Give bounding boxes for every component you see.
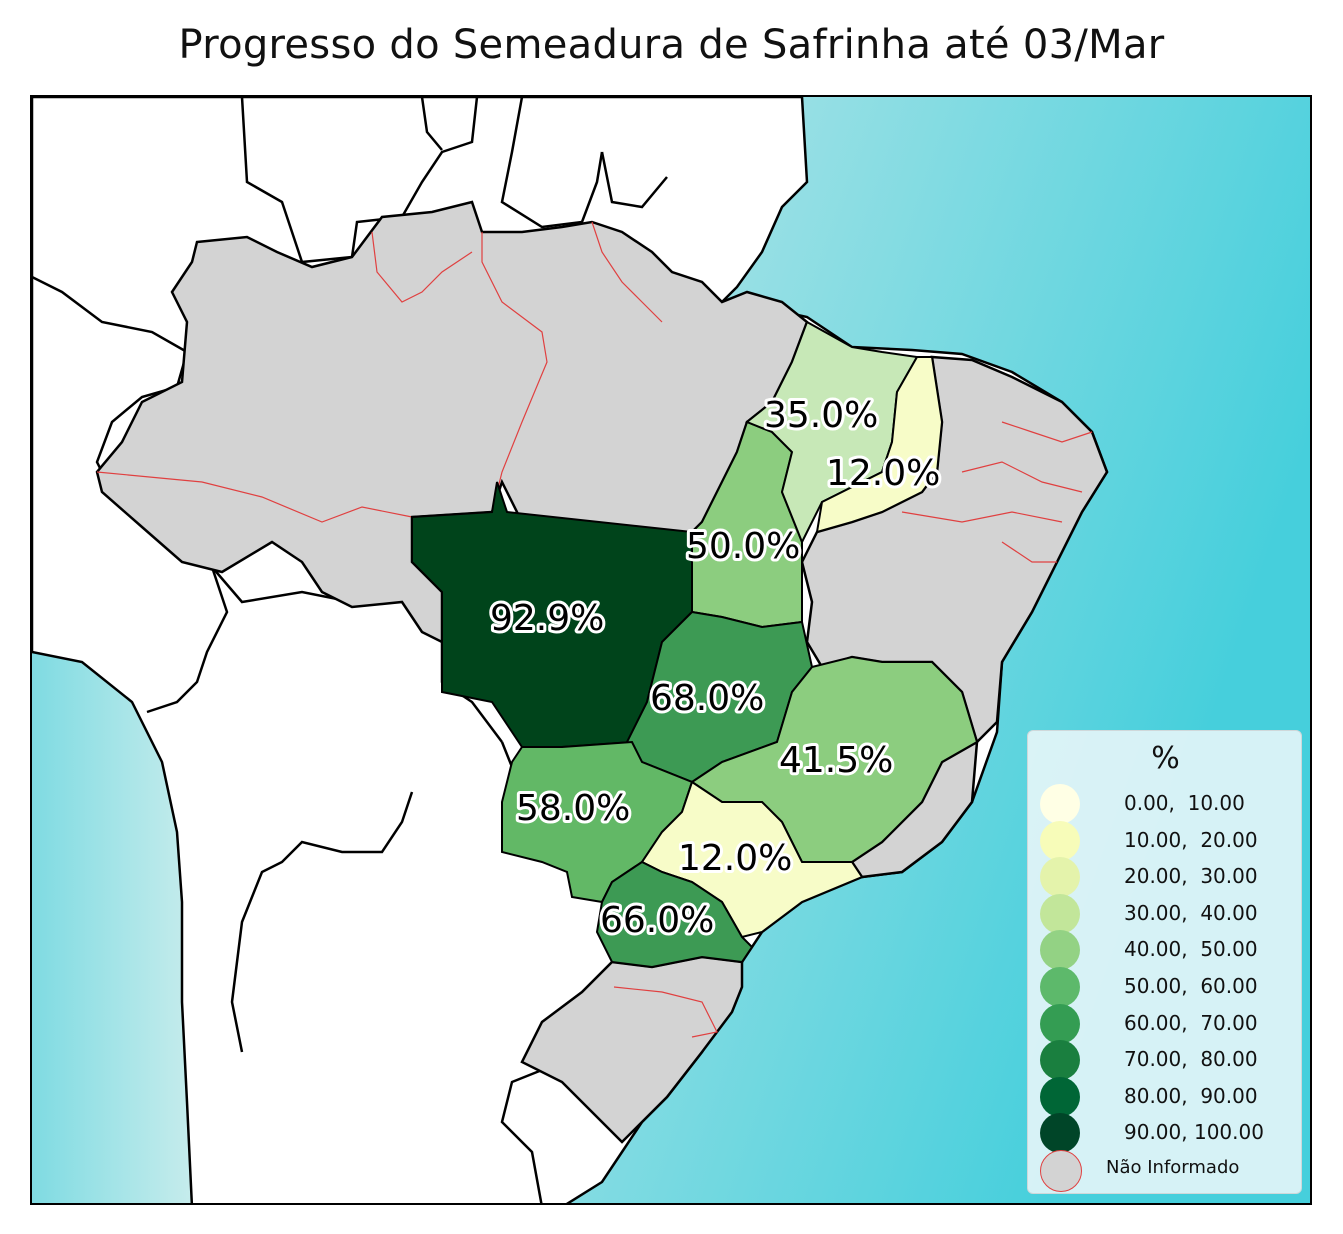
legend: % 0.00, 10.00 10.00, 20.00 20.00, 30.00 30.… xyxy=(1027,730,1302,1194)
legend-label: 40.00, 50.00 xyxy=(1124,937,1258,962)
legend-label: 90.00, 100.00 xyxy=(1124,1120,1264,1145)
label-SP: 12.0% xyxy=(678,838,792,879)
legend-item: 30.00, 40.00 xyxy=(1040,893,1300,934)
label-GO: 68.0% xyxy=(650,678,764,719)
state-labels: 92.9% 50.0% 35.0% 12.0% 68.0% 41.5% 58.0… xyxy=(487,392,943,944)
legend-item: 50.00, 60.00 xyxy=(1040,966,1300,1007)
legend-swatch xyxy=(1040,784,1080,824)
label-MG: 41.5% xyxy=(779,740,893,781)
legend-label: 70.00, 80.00 xyxy=(1124,1047,1258,1072)
state-SP xyxy=(640,780,864,939)
legend-item: 40.00, 50.00 xyxy=(1040,929,1300,971)
map-area: 92.9% 50.0% 35.0% 12.0% 68.0% 41.5% 58.0… xyxy=(30,95,1312,1205)
legend-item: 60.00, 70.00 xyxy=(1040,1003,1300,1044)
data-states xyxy=(411,320,979,969)
pacific-coastline xyxy=(32,650,194,1203)
legend-swatch xyxy=(1040,930,1080,971)
legend-swatch xyxy=(1040,893,1080,934)
map-title: Progresso do Semeadura de Safrinha até 0… xyxy=(178,22,1165,68)
legend-swatch xyxy=(1040,820,1080,861)
map-canvas: 92.9% 50.0% 35.0% 12.0% 68.0% 41.5% 58.0… xyxy=(32,97,1310,1203)
state-PI xyxy=(815,356,944,534)
legend-swatch xyxy=(1040,1040,1080,1081)
legend-swatch xyxy=(1040,1003,1080,1044)
legend-swatch xyxy=(1040,857,1080,898)
legend-swatch xyxy=(1040,1076,1080,1117)
label-MA: 35.0% xyxy=(764,395,878,436)
legend-swatch xyxy=(1040,1113,1080,1154)
legend-item: 0.00, 10.00 xyxy=(1040,783,1300,824)
label-MT: 92.9% xyxy=(490,598,604,639)
state-borders xyxy=(96,221,1093,1038)
legend-item: 10.00, 20.00 xyxy=(1040,820,1300,861)
legend-label: Não Informado xyxy=(1106,1157,1240,1178)
state-PR xyxy=(595,860,754,969)
legend-item: 20.00, 30.00 xyxy=(1040,856,1300,898)
legend-label: 0.00, 10.00 xyxy=(1124,791,1245,815)
label-PI: 12.0% xyxy=(826,453,940,494)
legend-item: 80.00, 90.00 xyxy=(1040,1076,1300,1117)
legend-swatch xyxy=(1040,967,1080,1007)
legend-label: 20.00, 30.00 xyxy=(1124,864,1258,889)
state-MA xyxy=(745,320,919,545)
label-TO: 50.0% xyxy=(686,526,800,567)
legend-item: 70.00, 80.00 xyxy=(1040,1039,1300,1081)
label-MS: 58.0% xyxy=(516,788,630,829)
legend-swatch xyxy=(1040,1150,1082,1192)
legend-label: 50.00, 60.00 xyxy=(1124,974,1258,998)
legend-label: 30.00, 40.00 xyxy=(1124,900,1258,925)
legend-label: 60.00, 70.00 xyxy=(1124,1010,1258,1035)
label-PR: 66.0% xyxy=(600,900,714,941)
legend-label: 80.00, 90.00 xyxy=(1124,1083,1258,1108)
legend-label: 10.00, 20.00 xyxy=(1124,827,1258,852)
legend-item: 90.00, 100.00 xyxy=(1040,1112,1300,1154)
andes-pacific-coast xyxy=(32,652,192,1203)
legend-title: % xyxy=(1151,741,1180,776)
legend-item: Não Informado xyxy=(1040,1149,1300,1192)
